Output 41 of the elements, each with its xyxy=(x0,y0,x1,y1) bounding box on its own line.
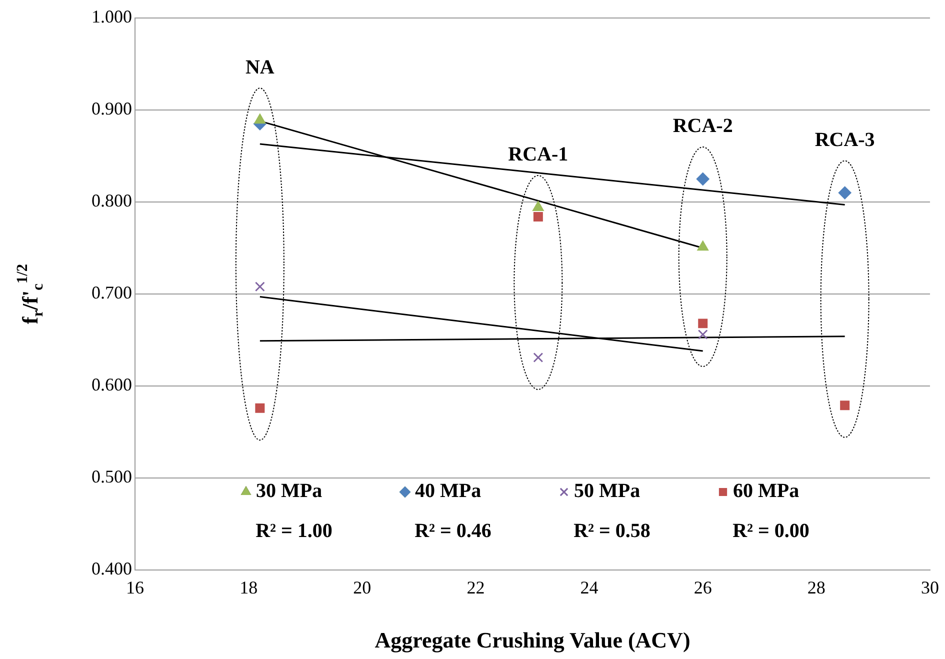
x-tick-label: 16 xyxy=(126,578,144,598)
legend-label: 50 MPa xyxy=(574,480,640,502)
point xyxy=(696,172,710,186)
point xyxy=(533,352,544,362)
x-tick-label: 30 xyxy=(921,578,939,598)
annotation: R² = 0.58 xyxy=(574,520,650,542)
x-tick-label: 22 xyxy=(466,578,485,598)
x-tick-label: 24 xyxy=(580,578,598,598)
y-tick-label: 0.500 xyxy=(92,466,132,487)
point xyxy=(255,403,265,413)
point xyxy=(698,329,708,340)
annotation: RCA-1 xyxy=(508,144,568,166)
point xyxy=(532,201,544,212)
legend-label: 40 MPa xyxy=(415,480,482,502)
point xyxy=(698,318,708,328)
annotation: R² = 1.00 xyxy=(256,520,332,542)
annotation: RCA-2 xyxy=(672,115,733,138)
x-tick-label: 18 xyxy=(240,578,258,598)
annotation: R² = 0.46 xyxy=(414,520,492,542)
y-tick-label: 0.700 xyxy=(92,282,132,303)
annotation: RCA-3 xyxy=(814,128,875,151)
point xyxy=(533,212,543,222)
point xyxy=(697,240,709,251)
y-tick-label: 0.800 xyxy=(92,190,132,211)
x-tick-label: 20 xyxy=(353,578,372,598)
x-tick-label: 28 xyxy=(807,578,826,598)
y-tick-label: 0.900 xyxy=(92,98,132,119)
point xyxy=(838,186,852,200)
annotation: R² = 0.00 xyxy=(732,520,810,542)
y-axis-title: fr/f'c1/2 xyxy=(14,264,47,324)
y-tick-label: 0.600 xyxy=(92,374,132,395)
legend-label: 30 MPa xyxy=(256,480,322,502)
point xyxy=(254,282,265,292)
y-tick-label: 0.400 xyxy=(92,558,132,579)
point xyxy=(840,400,850,410)
legend-label: 60 MPa xyxy=(733,480,800,502)
annotation: NA xyxy=(245,56,275,78)
point xyxy=(254,114,266,124)
x-tick-label: 26 xyxy=(694,578,712,598)
x-axis-title: Aggregate Crushing Value (ACV) xyxy=(374,627,690,652)
y-tick-label: 1.000 xyxy=(92,6,132,27)
